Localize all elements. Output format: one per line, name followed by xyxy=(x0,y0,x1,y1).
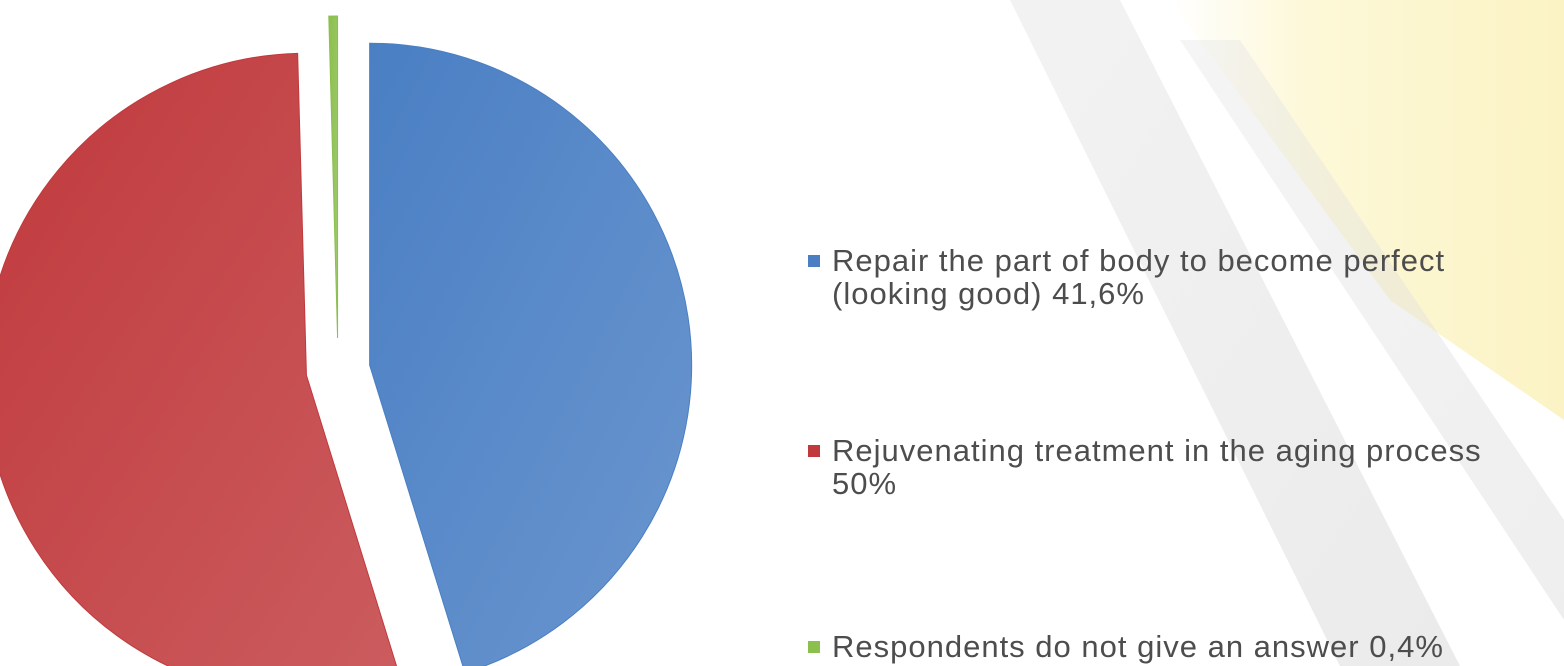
background-stripe-1 xyxy=(1010,0,1460,666)
legend-item-3: Respondents do not give an answer 0,4% xyxy=(808,630,1548,663)
legend-label-2: Rejuvenating treatment in the aging proc… xyxy=(832,433,1482,501)
pie-slice-2 xyxy=(0,52,398,666)
legend-label-1: Repair the part of body to become perfec… xyxy=(832,243,1446,311)
legend-item-1: Repair the part of body to become perfec… xyxy=(808,244,1548,310)
background-stripe-2 xyxy=(1180,40,1564,620)
legend-label-3: Respondents do not give an answer 0,4% xyxy=(832,629,1444,664)
legend-swatch-1 xyxy=(808,255,820,267)
pie-slice-1 xyxy=(369,42,693,666)
legend-item-2: Rejuvenating treatment in the aging proc… xyxy=(808,434,1548,500)
legend-swatch-2 xyxy=(808,445,820,457)
pie-slice-3 xyxy=(328,15,339,339)
legend-swatch-3 xyxy=(808,641,820,653)
